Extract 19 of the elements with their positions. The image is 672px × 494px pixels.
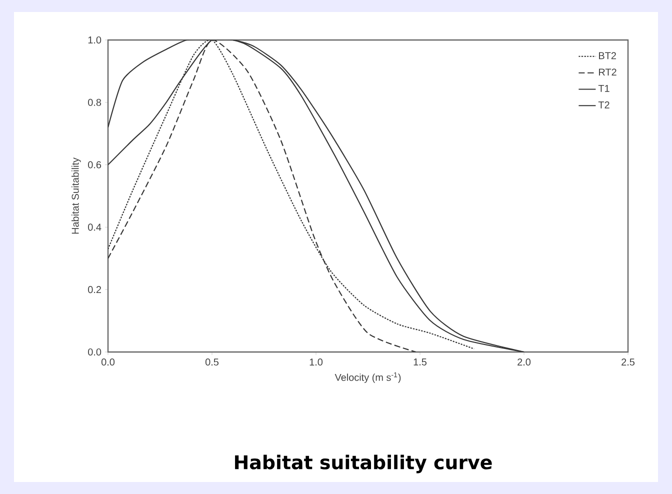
x-axis-title: Velocity (m s$^{-1}$) bbox=[334, 372, 401, 383]
y-tick-label: 0.0 bbox=[88, 348, 102, 356]
y-tick-label: 1.0 bbox=[88, 36, 102, 44]
y-axis-title: Habitat Suitability bbox=[72, 158, 81, 234]
x-tick-label: 1.0 bbox=[310, 358, 323, 366]
legend-label: BT2 bbox=[599, 52, 616, 60]
y-tick-label: 0.4 bbox=[88, 224, 102, 231]
x-tick-label: 2.0 bbox=[518, 358, 531, 366]
x-tick-label: 2.5 bbox=[622, 358, 635, 366]
x-tick-label: 1.5 bbox=[414, 358, 427, 366]
y-tick-label: 0.6 bbox=[88, 161, 102, 168]
y-tick-label: 0.8 bbox=[88, 98, 102, 106]
x-tick-label: 0.5 bbox=[205, 358, 219, 366]
legend-label: RT2 bbox=[599, 68, 616, 76]
x-tick-label: 0.0 bbox=[101, 358, 115, 366]
legend-label: T2 bbox=[598, 101, 610, 108]
legend-label: T1 bbox=[598, 85, 610, 92]
text: Habitat suitability curve bbox=[235, 454, 492, 474]
y-tick-label: 0.2 bbox=[88, 286, 101, 294]
